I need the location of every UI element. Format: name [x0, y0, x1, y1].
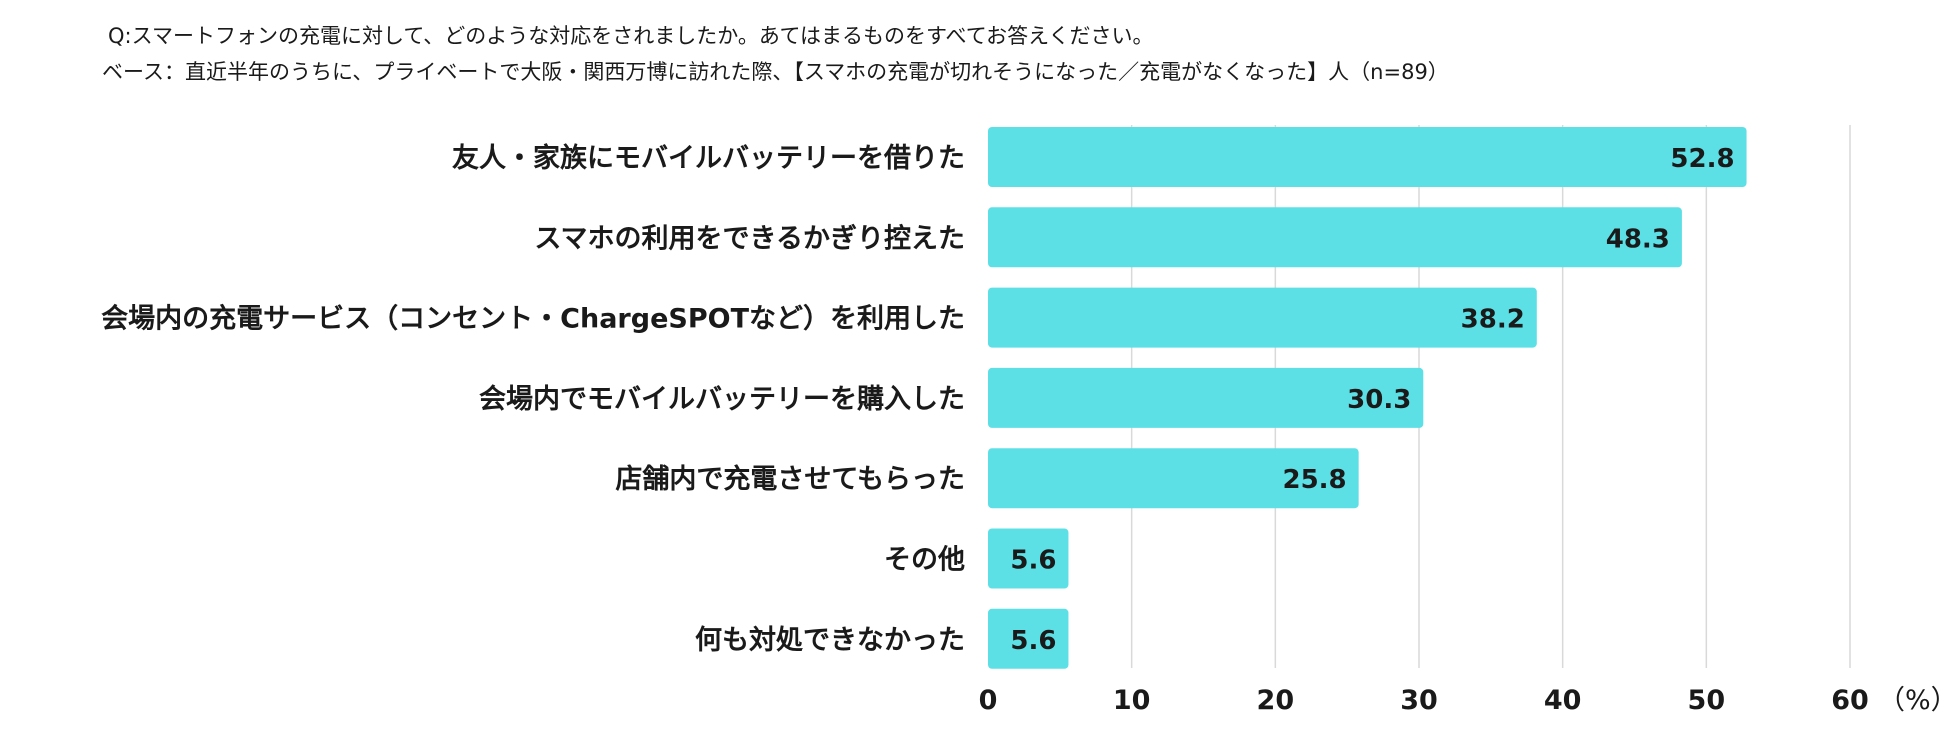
base-text: ベース：直近半年のうちに、プライベートで大阪・関西万博に訪れた際、【スマホの充電…: [102, 60, 1449, 84]
bar: [988, 287, 1537, 348]
bar: [988, 608, 1069, 669]
value-label: 38.2: [1461, 305, 1525, 335]
value-label: 52.8: [1670, 144, 1734, 174]
x-tick-label: 40: [1544, 685, 1582, 716]
value-label: 30.3: [1347, 385, 1411, 415]
bar: [988, 448, 1359, 509]
bar: [988, 528, 1069, 589]
category-labels: 友人・家族にモバイルバッテリーを借りたスマホの利用をできるかぎり控えた会場内の充…: [101, 142, 965, 656]
category-label: 何も対処できなかった: [695, 624, 965, 656]
question-text: Q:スマートフォンの充電に対して、どのような対応をされましたか。あてはまるものを…: [108, 24, 1154, 48]
category-label: スマホの利用をできるかぎり控えた: [534, 223, 965, 254]
category-label: 友人・家族にモバイルバッテリーを借りた: [452, 142, 965, 174]
x-tick-label: 0: [979, 685, 998, 716]
bar: [988, 207, 1682, 268]
bar: [988, 367, 1424, 428]
x-unit-label: （%）: [1878, 685, 1950, 716]
x-tick-label: 50: [1688, 685, 1726, 716]
value-label: 48.3: [1606, 224, 1670, 254]
x-tick-label: 60: [1831, 685, 1869, 716]
category-label: 店舗内で充電させてもらった: [615, 463, 965, 495]
bars: 52.8 48.3 38.2 30.3 25.8 5.6 5.6: [988, 127, 1747, 669]
x-tick-label: 20: [1257, 685, 1295, 716]
x-tick-label: 10: [1113, 685, 1151, 716]
x-axis: 0 10 20 30 40 50 60 （%）: [979, 685, 1950, 716]
value-label: 25.8: [1283, 465, 1347, 495]
x-tick-label: 30: [1400, 685, 1438, 716]
bar: [988, 127, 1747, 187]
category-label: 会場内でモバイルバッテリーを購入した: [479, 384, 965, 415]
category-label: 会場内の充電サービス（コンセント・ChargeSPOTなど）を利用した: [101, 303, 965, 335]
value-label: 5.6: [1010, 546, 1056, 576]
value-label: 5.6: [1010, 626, 1056, 656]
category-label: その他: [884, 545, 965, 576]
